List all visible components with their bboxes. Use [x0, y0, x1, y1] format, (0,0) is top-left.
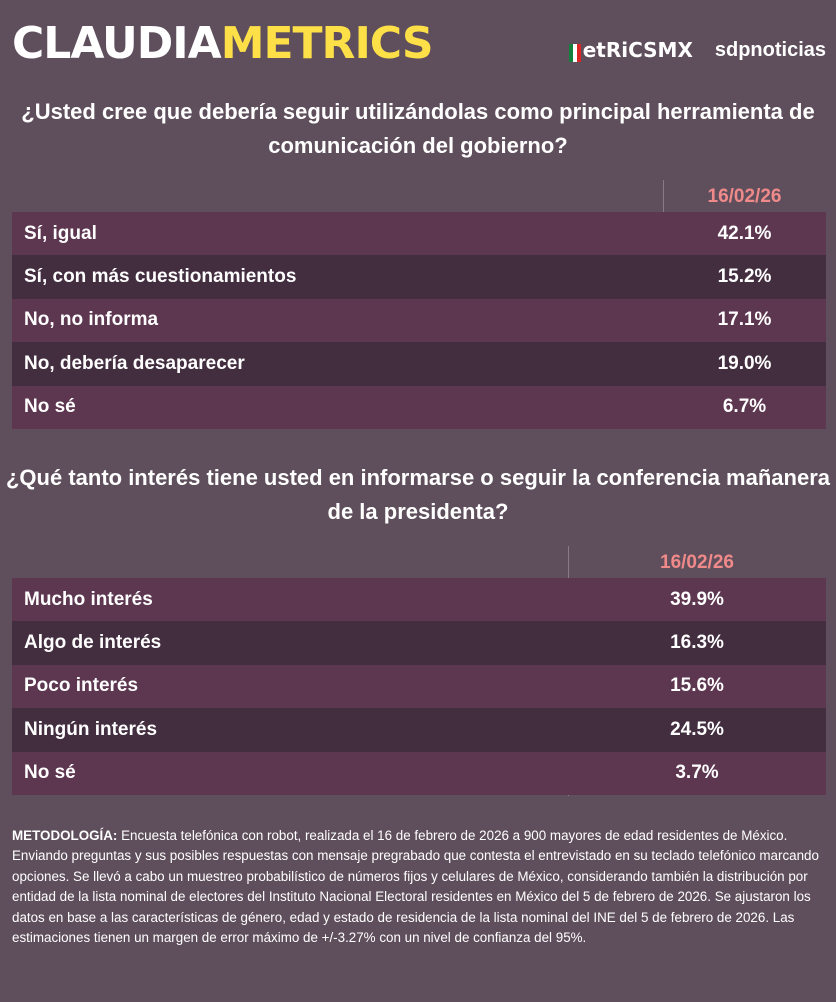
- row-value: 15.2%: [717, 266, 772, 288]
- sdpnoticias-logo: sdpnoticias: [714, 38, 826, 61]
- row-value: 16.3%: [670, 632, 724, 654]
- brand-part1: CLAUDIA: [12, 18, 222, 69]
- claudiametrics-logo: CLAUDIAMETRICS: [12, 18, 434, 69]
- table-row: Mucho interés 39.9%: [12, 578, 826, 622]
- row-label: Poco interés: [24, 675, 139, 697]
- row-label: Ningún interés: [24, 718, 158, 740]
- row-label: No sé: [24, 762, 76, 784]
- metricsmx-logo: etRiCSMX: [568, 38, 693, 62]
- row-label: No sé: [24, 396, 76, 418]
- row-label: Sí, con más cuestionamientos: [24, 266, 297, 288]
- row-label: Algo de interés: [24, 632, 162, 654]
- row-label: No, no informa: [24, 309, 159, 331]
- table-row: No, debería desaparecer 19.0%: [12, 342, 826, 386]
- flag-icon: [568, 44, 581, 62]
- row-label: No, debería desaparecer: [24, 352, 245, 374]
- question-1-title: ¿Usted cree que debería seguir utilizánd…: [21, 99, 815, 158]
- table-row: Sí, con más cuestionamientos 15.2%: [12, 255, 826, 299]
- table-row: Poco interés 15.6%: [12, 664, 826, 709]
- row-label: Mucho interés: [24, 588, 153, 610]
- row-value: 42.1%: [717, 222, 772, 244]
- row-value: 39.9%: [670, 588, 724, 610]
- question-2-title: ¿Qué tanto interés tiene usted en inform…: [5, 465, 830, 524]
- row-value: 6.7%: [722, 396, 767, 418]
- table-row: No sé 3.7%: [12, 751, 826, 795]
- methodology-label: METODOLOGÍA:: [12, 828, 118, 843]
- row-value: 3.7%: [675, 762, 719, 784]
- row-label: Sí, igual: [24, 222, 97, 244]
- table-row: No sé 6.7%: [12, 385, 826, 429]
- row-value: 17.1%: [717, 309, 772, 331]
- brand-part2: METRICS: [220, 18, 434, 69]
- partner-logos: etRiCSMX sdpnoticias: [568, 38, 826, 62]
- q2-date-header: 16/02/26: [660, 552, 734, 573]
- table-row: Sí, igual 42.1%: [12, 212, 826, 256]
- row-value: 15.6%: [670, 675, 724, 697]
- q1-date-header: 16/02/26: [707, 186, 782, 207]
- metricsmx-text: etRiCSMX: [582, 38, 693, 62]
- table-row: No, no informa 17.1%: [12, 298, 826, 343]
- methodology-body: Encuesta telefónica con robot, realizada…: [12, 828, 819, 946]
- row-value: 19.0%: [717, 352, 772, 374]
- table-row: Ningún interés 24.5%: [12, 708, 826, 752]
- table-row: Algo de interés 16.3%: [12, 621, 826, 665]
- row-value: 24.5%: [670, 718, 724, 740]
- methodology-text: METODOLOGÍA: Encuesta telefónica con rob…: [12, 826, 826, 948]
